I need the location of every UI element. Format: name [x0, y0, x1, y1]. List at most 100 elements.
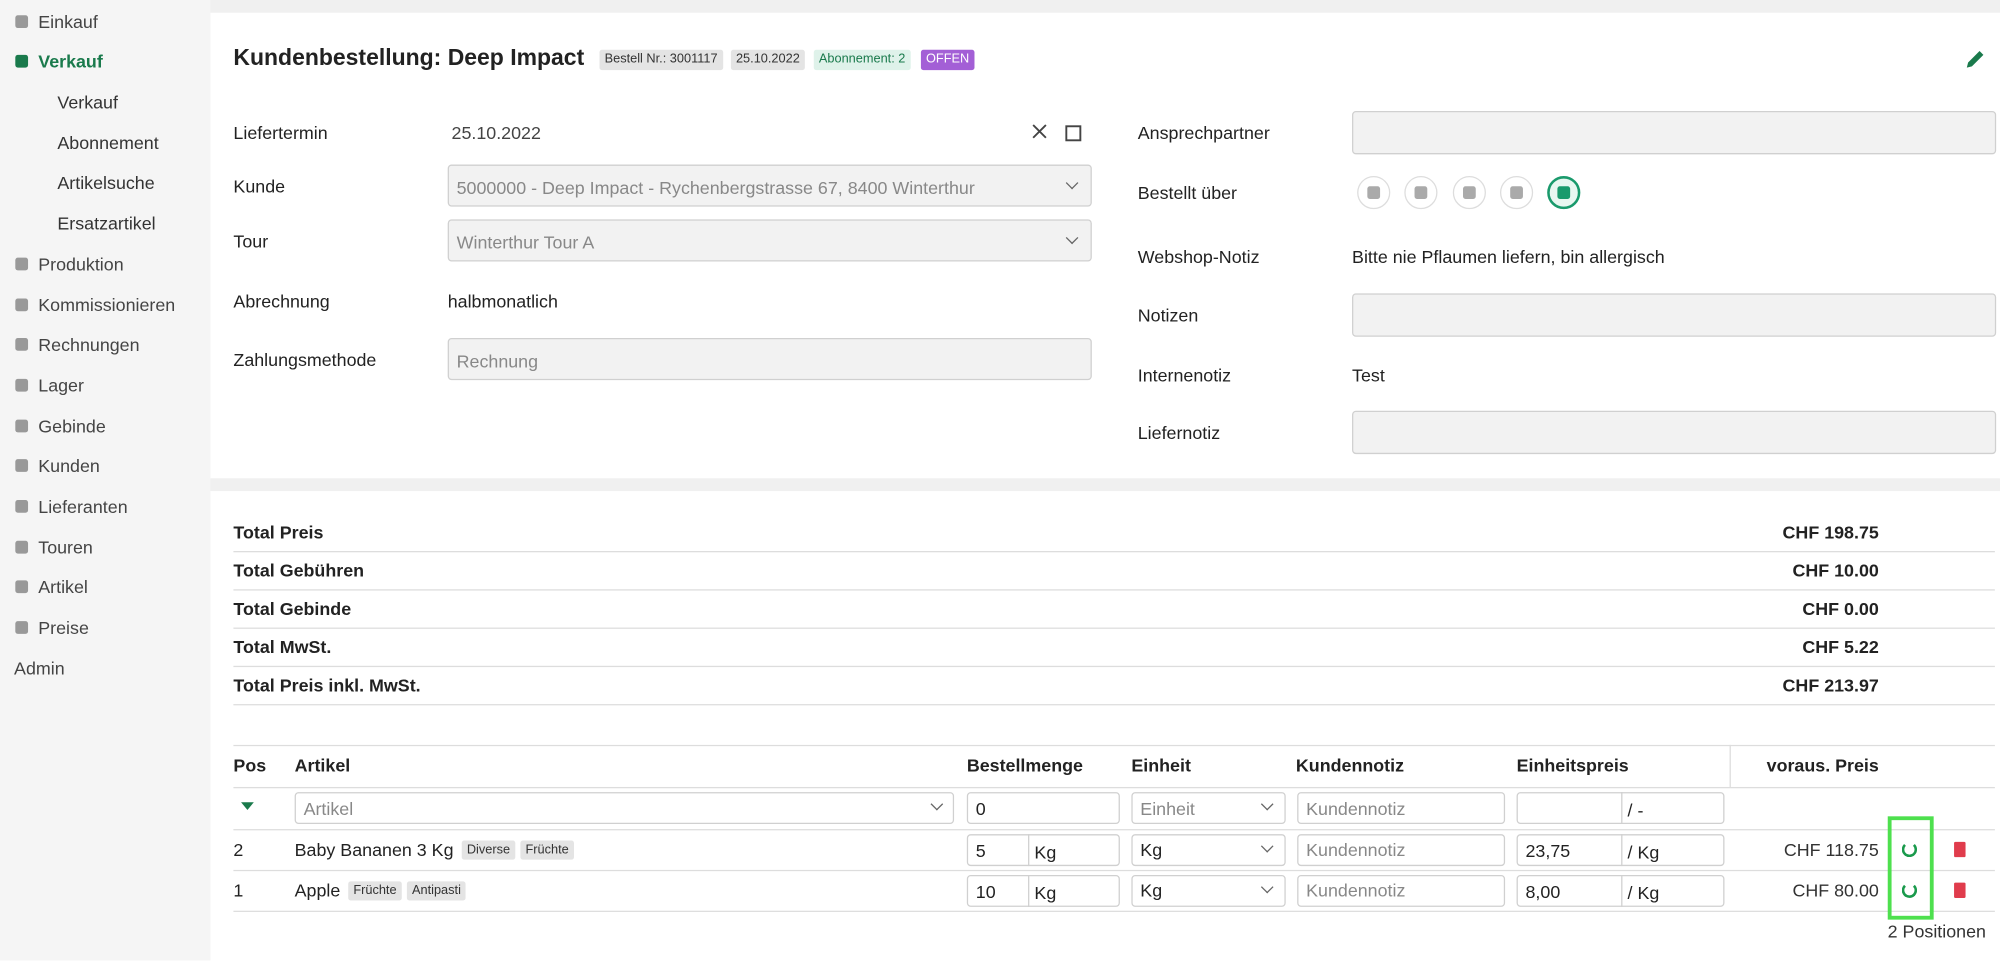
select-value: Kg: [1140, 839, 1163, 860]
total-value: CHF 213.97: [1782, 674, 1879, 696]
nav-icon: [15, 459, 29, 472]
price-input[interactable]: [1516, 792, 1725, 824]
nav-item[interactable]: Verkauf: [38, 51, 103, 72]
column-header[interactable]: Bestellmenge: [966, 755, 1083, 776]
channel-icon: [1462, 186, 1476, 199]
field-label: Abrechnung: [233, 290, 330, 312]
date-actions[interactable]: [1032, 124, 1083, 142]
row-count: 2 Positionen: [1887, 920, 1986, 942]
input-value: 8,00: [1525, 881, 1561, 902]
quantity-input[interactable]: [966, 834, 1120, 867]
nav-icon: [15, 540, 29, 554]
article-name: Baby Bananen 3 Kg: [294, 839, 454, 860]
nav-item[interactable]: Produktion: [38, 253, 124, 275]
unit-select[interactable]: [1131, 792, 1286, 824]
nav-item[interactable]: Kommissionieren: [38, 294, 176, 316]
nav-icon: [15, 54, 29, 68]
placeholder: Kundennotiz: [1306, 839, 1406, 860]
highlight-box: [1887, 816, 1934, 920]
price-input[interactable]: [1516, 834, 1725, 867]
input-field[interactable]: [1352, 410, 1997, 455]
nav-item[interactable]: Rechnungen: [38, 334, 140, 355]
article-select[interactable]: [294, 792, 955, 824]
unit-suffix: Kg: [1034, 882, 1057, 904]
column-header[interactable]: Kundennotiz: [1295, 755, 1405, 776]
input-field[interactable]: [447, 338, 1092, 381]
nav-subitem[interactable]: Verkauf: [57, 91, 118, 113]
placeholder: Kundennotiz: [1306, 880, 1406, 901]
page-title: Kundenbestellung: Deep Impact: [233, 44, 585, 71]
total-label: Total Gebinde: [233, 598, 352, 619]
nav-subitem[interactable]: Abonnement: [57, 132, 159, 154]
input-field[interactable]: [1352, 110, 1997, 155]
nav-item[interactable]: Lieferanten: [38, 496, 128, 517]
total-label: Total Preis: [233, 521, 324, 543]
placeholder: Artikel: [303, 798, 354, 819]
nav-icon: [15, 621, 29, 634]
quantity-input[interactable]: [966, 792, 1120, 824]
unit-suffix: Kg: [1034, 841, 1057, 863]
total-value: CHF 198.75: [1782, 521, 1879, 543]
position: 2: [233, 839, 244, 860]
input-value: Winterthur Tour A: [456, 232, 595, 253]
input-field[interactable]: [447, 164, 1092, 207]
total-value: CHF 10.00: [1792, 559, 1879, 581]
field-label: Zahlungsmethode: [233, 349, 377, 370]
input-value: 5: [975, 840, 986, 861]
column-header[interactable]: Einheitspreis: [1516, 755, 1629, 776]
position: 1: [233, 880, 244, 901]
status-badge: 25.10.2022: [730, 49, 805, 71]
input-field[interactable]: [447, 219, 1092, 262]
note-input[interactable]: [1297, 874, 1506, 907]
column-header[interactable]: Pos: [233, 755, 267, 776]
input-value: 5000000 - Deep Impact - Rychenbergstrass…: [456, 177, 975, 198]
delete-button[interactable]: [1954, 841, 1966, 858]
quantity-input[interactable]: [966, 874, 1120, 907]
nav-subitem[interactable]: Artikelsuche: [57, 172, 155, 193]
column-header[interactable]: Einheit: [1131, 755, 1191, 776]
article-tag: Früchte: [520, 840, 574, 860]
note-input[interactable]: [1297, 834, 1506, 867]
input-field[interactable]: [1352, 293, 1997, 337]
delete-button[interactable]: [1954, 882, 1966, 898]
field-value: Bitte nie Pflaumen liefern, bin allergis…: [1352, 246, 1665, 267]
note-input[interactable]: [1297, 792, 1506, 824]
field-label: Internenotiz: [1137, 364, 1232, 386]
nav-subitem[interactable]: Ersatzartikel: [57, 213, 156, 234]
field-label: Kunde: [233, 176, 286, 197]
row-line: [233, 744, 1995, 747]
replace-button[interactable]: [1901, 841, 1918, 858]
row-line: [233, 869, 1995, 872]
unit-select[interactable]: [1131, 874, 1286, 907]
replace-button[interactable]: [1901, 882, 1918, 898]
nav-item[interactable]: Gebinde: [38, 415, 106, 437]
field-label: Liefertermin: [233, 122, 328, 143]
line-total: CHF 118.75: [1783, 839, 1879, 860]
field-value: Test: [1352, 364, 1385, 386]
placeholder: Einheit: [1140, 798, 1195, 819]
nav-item[interactable]: Admin: [14, 658, 65, 679]
channel-icon: [1510, 186, 1523, 199]
row-line: [233, 910, 1995, 912]
section-divider: [210, 478, 2000, 492]
nav-item[interactable]: Touren: [38, 536, 93, 558]
field-label: Webshop-Notiz: [1137, 246, 1260, 267]
nav-item[interactable]: Artikel: [38, 576, 88, 597]
date-value[interactable]: 25.10.2022: [451, 122, 541, 143]
column-header[interactable]: Artikel: [294, 755, 351, 776]
unit-select[interactable]: [1131, 834, 1286, 867]
row-line: [233, 589, 1995, 591]
edit-icon[interactable]: [1964, 47, 1987, 70]
nav-icon: [15, 338, 29, 351]
input-divider: [1028, 834, 1030, 867]
nav-item[interactable]: Einkauf: [38, 11, 98, 32]
field-label: Ansprechpartner: [1137, 122, 1270, 143]
status-badge: Bestell Nr.: 3001117: [599, 49, 723, 71]
nav-item[interactable]: Kunden: [38, 455, 100, 476]
select-value: Kg: [1140, 880, 1163, 901]
nav-item[interactable]: Lager: [38, 374, 84, 396]
price-input[interactable]: [1516, 874, 1725, 907]
expand-toggle[interactable]: [241, 802, 254, 810]
input-value: 10: [975, 881, 996, 902]
nav-item[interactable]: Preise: [38, 617, 89, 638]
